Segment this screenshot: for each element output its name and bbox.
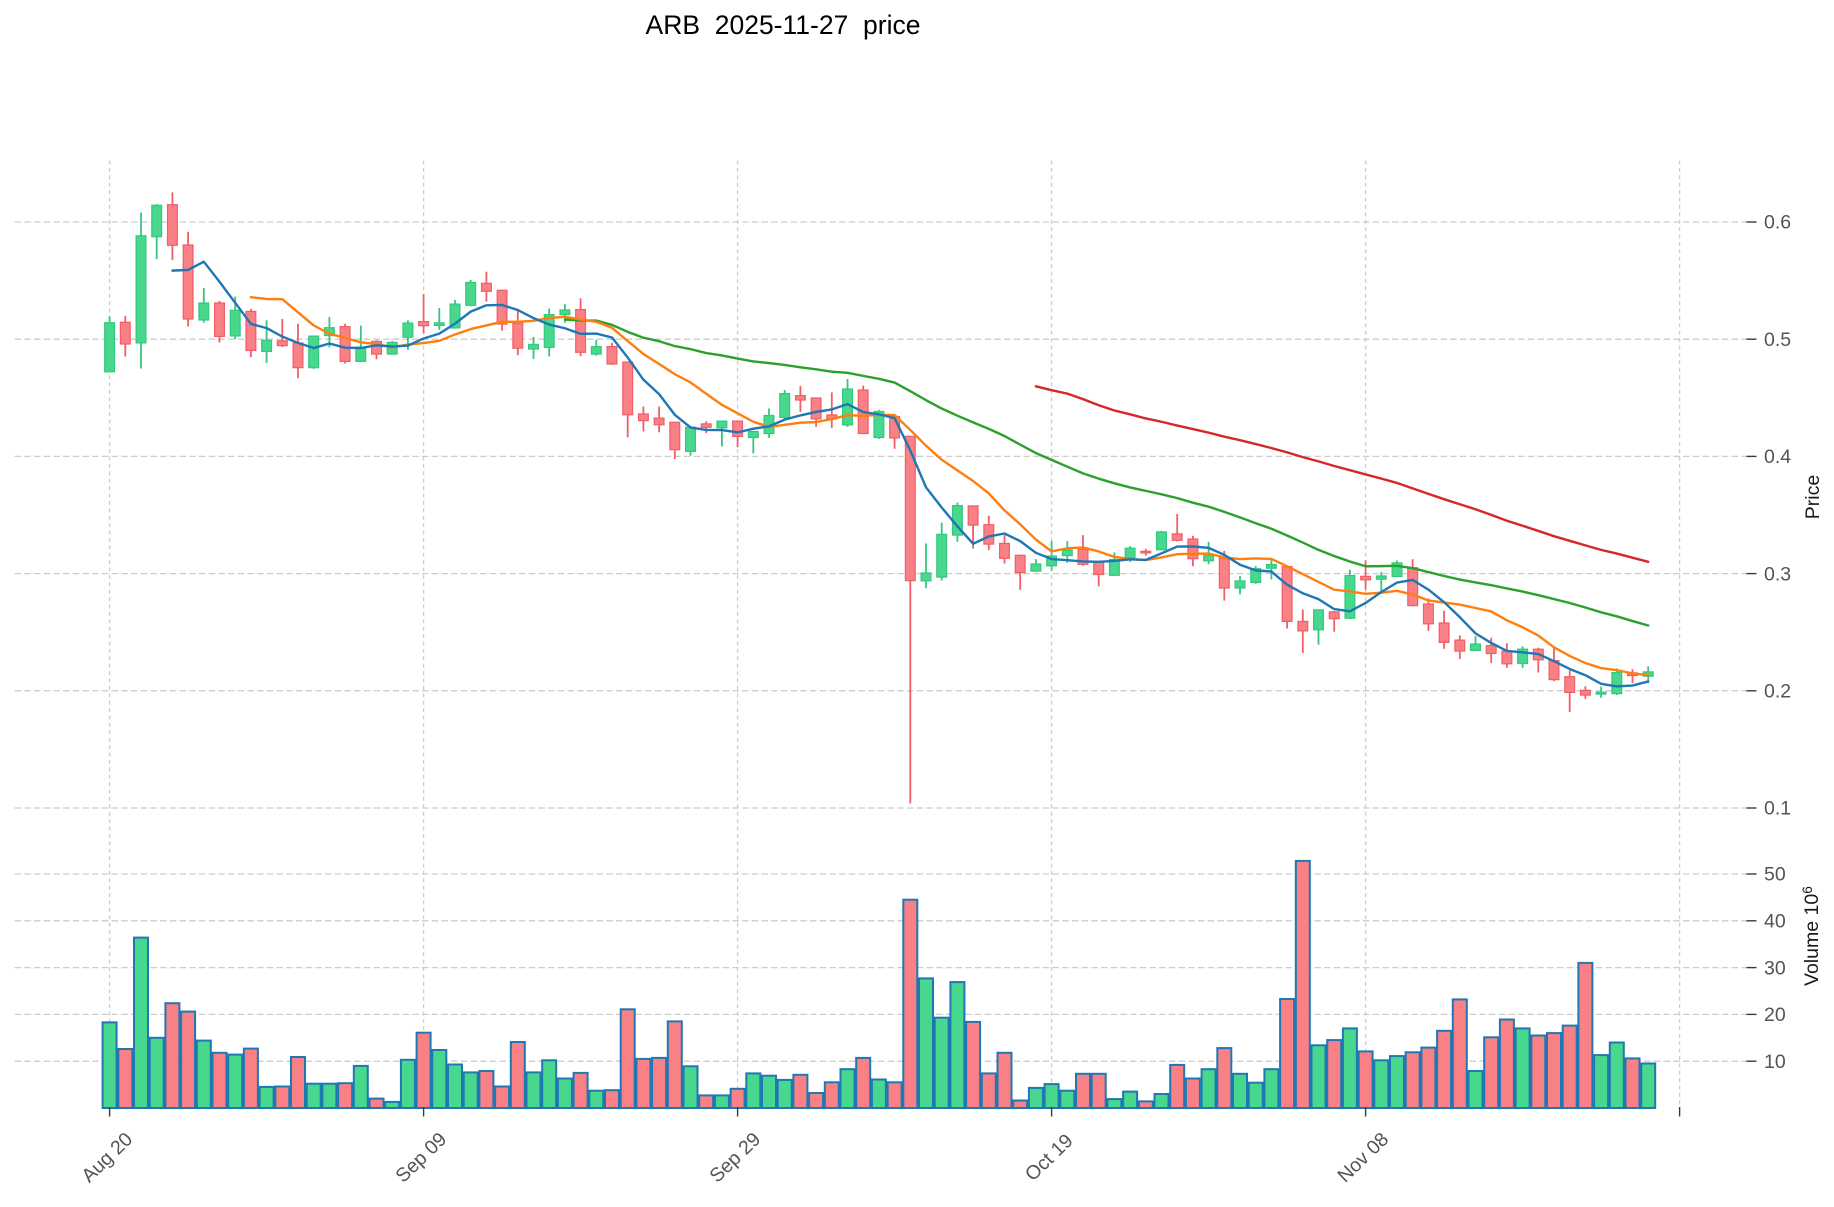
svg-text:0.6: 0.6 — [1764, 212, 1791, 234]
svg-text:0.4: 0.4 — [1764, 446, 1791, 468]
svg-text:40: 40 — [1764, 911, 1786, 933]
svg-text:0.5: 0.5 — [1764, 329, 1791, 351]
svg-text:Volume 106: Volume 106 — [1799, 886, 1823, 986]
svg-text:10: 10 — [1764, 1051, 1786, 1073]
svg-text:30: 30 — [1764, 957, 1786, 979]
svg-text:0.3: 0.3 — [1764, 563, 1791, 585]
svg-text:Price: Price — [1802, 475, 1824, 519]
svg-text:0.2: 0.2 — [1764, 681, 1791, 703]
svg-text:ARB 2025-11-27 price: ARB 2025-11-27 price — [646, 10, 921, 40]
svg-text:0.1: 0.1 — [1764, 798, 1791, 820]
svg-text:50: 50 — [1764, 864, 1786, 886]
svg-text:20: 20 — [1764, 1004, 1786, 1026]
